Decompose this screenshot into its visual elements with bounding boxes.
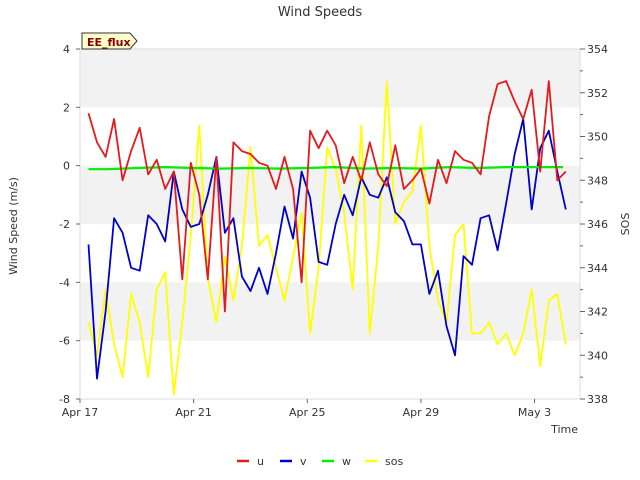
badge-shape [81, 32, 138, 50]
y-tick-label: 2 [63, 101, 70, 114]
chart-title: Wind Speeds [278, 5, 363, 20]
y-tick-label: -4 [59, 276, 70, 289]
axes: -8 -6 -4 -2 0 2 4 338 340 342 344 346 348 350 352 354 Ap… [59, 43, 608, 419]
y2-tick-label: 348 [587, 174, 608, 187]
series-layer [87, 80, 567, 396]
y2-tick-label: 344 [587, 262, 608, 275]
ee-flux-badge: EE_flux [81, 32, 138, 50]
y-tick-label: 0 [63, 160, 70, 173]
legend-label-w: w [342, 455, 351, 468]
x-axis-title: Time [550, 423, 578, 436]
y2-tick-label: 340 [587, 349, 608, 362]
legend: u v w sos [237, 455, 403, 468]
y-axis-title: Wind Speed (m/s) [7, 177, 20, 275]
y2-tick-label: 350 [587, 131, 608, 144]
badge-label: EE_flux [87, 36, 131, 49]
y-tick-label: 4 [63, 43, 70, 56]
y-tick-label: -2 [59, 218, 70, 231]
y-tick-label: -6 [59, 335, 70, 348]
y2-tick-label: 352 [587, 87, 608, 100]
legend-label-sos: sos [385, 455, 403, 468]
series-line-sos [87, 80, 567, 396]
legend-label-u: u [257, 455, 264, 468]
x-tick-label: Apr 29 [403, 406, 440, 419]
series-line-u [87, 80, 567, 313]
band--6-to--4 [80, 282, 580, 341]
legend-label-v: v [300, 455, 307, 468]
x-tick-label: May 3 [518, 406, 551, 419]
y2-tick-label: 338 [587, 393, 608, 406]
plot-bands [80, 49, 580, 341]
y2-tick-label: 346 [587, 218, 608, 231]
x-tick-label: Apr 21 [175, 406, 212, 419]
y2-tick-label: 354 [587, 43, 608, 56]
x-tick-label: Apr 25 [289, 406, 326, 419]
y-tick-label: -8 [59, 393, 70, 406]
y2-tick-label: 342 [587, 306, 608, 319]
band-2-to-4 [80, 49, 580, 108]
x-tick-label: Apr 17 [62, 406, 99, 419]
series-line-v [87, 118, 567, 380]
y2-axis-title: SOS [619, 213, 632, 236]
band--2-to-0 [80, 165, 580, 224]
